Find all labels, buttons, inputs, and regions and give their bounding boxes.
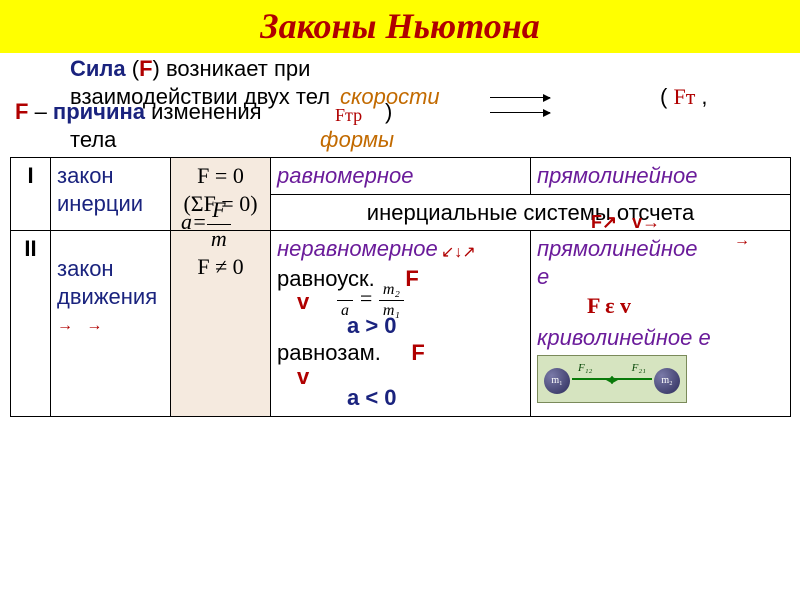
- text: ): [385, 98, 392, 126]
- label-prichina: причина: [53, 99, 145, 124]
- laws-table: I закон инерции F = 0 (ΣF = 0) a=Fm равн…: [10, 157, 791, 417]
- symbol-F-big: F: [15, 99, 28, 124]
- condition-cell: F = 0 (ΣF = 0) a=Fm: [171, 158, 271, 231]
- force-label: F₂₁: [632, 362, 646, 376]
- cell-right: F↗ v→ прямолинейное е F ε v криволинейно…: [531, 231, 791, 417]
- arrow-icon: [490, 112, 550, 113]
- text: изменения: [145, 99, 262, 124]
- label-formy: формы: [320, 126, 394, 154]
- text: ) возникает при: [153, 56, 311, 81]
- law-name: закон инерции: [51, 158, 171, 231]
- intro-block: Сила (F) возникает при взаимодействии дв…: [0, 53, 800, 153]
- page-title: Законы Ньютона: [0, 0, 800, 53]
- text: (: [132, 56, 139, 81]
- symbol-F: F: [139, 56, 152, 81]
- mass-ball-2: m₂: [654, 368, 680, 394]
- mass-diagram: m₁ m₂ F₁₂ F₂₁: [537, 355, 687, 403]
- label-sila: Сила: [70, 56, 126, 81]
- vec-arrows: F↗ v→: [591, 211, 660, 234]
- arrow-icon: → →: [57, 316, 164, 336]
- text: тела: [70, 127, 116, 152]
- text: –: [28, 99, 52, 124]
- table-row: II закон движения → → F ≠ 0 неравномерно…: [11, 231, 791, 417]
- cell-straight: прямолинейное: [531, 158, 791, 195]
- cell-uniform: равномерное: [271, 158, 531, 195]
- cell-inertial: инерциальные системы отсчета ↙↓↗ →: [271, 194, 791, 231]
- force-label: F₁₂: [578, 362, 592, 376]
- symbol-Ftr: Fтр: [335, 104, 362, 127]
- cell-nonuniform: неравномерное равноуск. F v a = m₂m₁ a >…: [271, 231, 531, 417]
- mass-ball-1: m₁: [544, 368, 570, 394]
- condition-cell: F ≠ 0: [171, 231, 271, 417]
- row-number: I: [11, 158, 51, 231]
- table-row: I закон инерции F = 0 (ΣF = 0) a=Fm равн…: [11, 158, 791, 195]
- law-name: закон движения → →: [51, 231, 171, 417]
- row-number: II: [11, 231, 51, 417]
- force-arrow-icon: [607, 378, 652, 380]
